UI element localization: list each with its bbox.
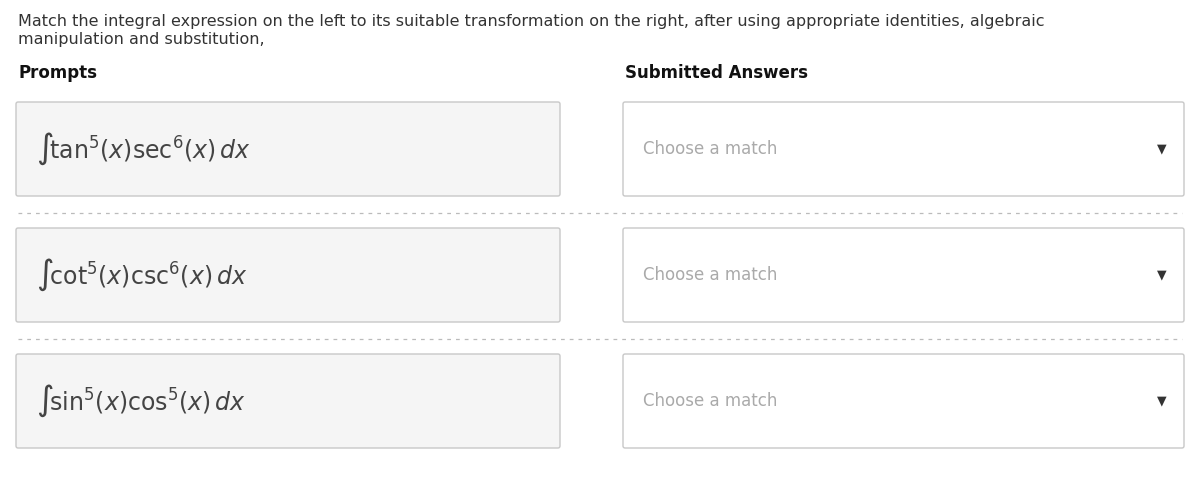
Text: Submitted Answers: Submitted Answers bbox=[625, 64, 808, 82]
FancyBboxPatch shape bbox=[16, 354, 560, 448]
FancyBboxPatch shape bbox=[623, 228, 1184, 322]
Text: ▼: ▼ bbox=[1157, 268, 1166, 282]
Text: Match the integral expression on the left to its suitable transformation on the : Match the integral expression on the lef… bbox=[18, 14, 1044, 29]
Text: Choose a match: Choose a match bbox=[643, 140, 778, 158]
Text: Choose a match: Choose a match bbox=[643, 392, 778, 410]
Text: manipulation and substitution,: manipulation and substitution, bbox=[18, 32, 265, 47]
Text: $\int\!\sin^5\!(x)\cos^5\!(x)\,dx$: $\int\!\sin^5\!(x)\cos^5\!(x)\,dx$ bbox=[36, 383, 246, 419]
Text: ▼: ▼ bbox=[1157, 394, 1166, 408]
Text: Prompts: Prompts bbox=[18, 64, 97, 82]
Text: Choose a match: Choose a match bbox=[643, 266, 778, 284]
Text: ▼: ▼ bbox=[1157, 142, 1166, 156]
Text: $\int\!\cot^5\!(x)\csc^6\!(x)\,dx$: $\int\!\cot^5\!(x)\csc^6\!(x)\,dx$ bbox=[36, 257, 247, 293]
FancyBboxPatch shape bbox=[623, 354, 1184, 448]
FancyBboxPatch shape bbox=[623, 102, 1184, 196]
Text: $\int\!\tan^5\!(x)\sec^6\!(x)\,dx$: $\int\!\tan^5\!(x)\sec^6\!(x)\,dx$ bbox=[36, 131, 251, 167]
FancyBboxPatch shape bbox=[16, 228, 560, 322]
FancyBboxPatch shape bbox=[16, 102, 560, 196]
